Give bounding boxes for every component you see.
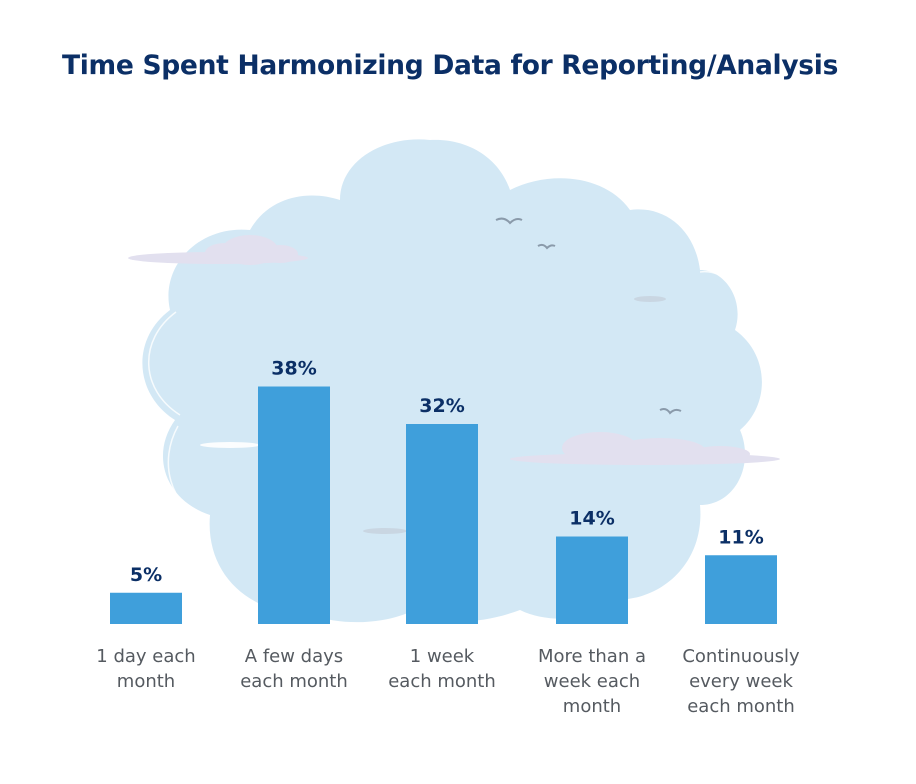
category-label: More than a week each month	[538, 646, 646, 717]
wisp-cloud-left	[200, 442, 260, 448]
category-label-line: month	[117, 671, 175, 692]
bird-icon	[495, 217, 523, 225]
value-label: 14%	[569, 508, 614, 530]
category-label-line: each month	[687, 696, 795, 717]
wisp-cloud-top-right	[634, 296, 666, 302]
bar	[556, 536, 628, 624]
category-label-line: each month	[240, 671, 348, 692]
category-label: A few days each month	[240, 646, 348, 692]
category-label-line: every week	[689, 671, 793, 692]
value-label: 38%	[271, 358, 316, 380]
category-label-line: week each	[544, 671, 640, 692]
cloud-outline-sketch	[148, 271, 743, 521]
category-label: 1 day each month	[96, 646, 195, 692]
value-label: 32%	[419, 395, 464, 417]
small-cloud-left	[128, 235, 308, 265]
bird-icon	[537, 243, 556, 250]
category-label-line: 1 week	[410, 646, 475, 667]
category-label-line: A few days	[245, 646, 343, 667]
chart-title: Time Spent Harmonizing Data for Reportin…	[62, 50, 839, 81]
category-label: 1 week each month	[388, 646, 496, 692]
value-label: 11%	[718, 526, 763, 548]
category-label: Continuously every week each month	[682, 646, 800, 717]
bars-layer	[110, 386, 777, 624]
category-label-line: 1 day each	[96, 646, 195, 667]
wisp-cloud-bottom	[363, 528, 407, 534]
bird-icon	[659, 408, 682, 415]
small-cloud-right	[510, 432, 780, 465]
bar	[258, 386, 330, 624]
category-label-line: each month	[388, 671, 496, 692]
category-label-line: month	[563, 696, 621, 717]
category-label-line: Continuously	[682, 646, 800, 667]
category-label-line: More than a	[538, 646, 646, 667]
value-labels-layer: 5% 38% 32% 14% 11%	[130, 358, 764, 586]
bar	[110, 592, 182, 624]
bar	[406, 424, 478, 624]
bar	[705, 555, 777, 624]
value-label: 5%	[130, 564, 162, 586]
